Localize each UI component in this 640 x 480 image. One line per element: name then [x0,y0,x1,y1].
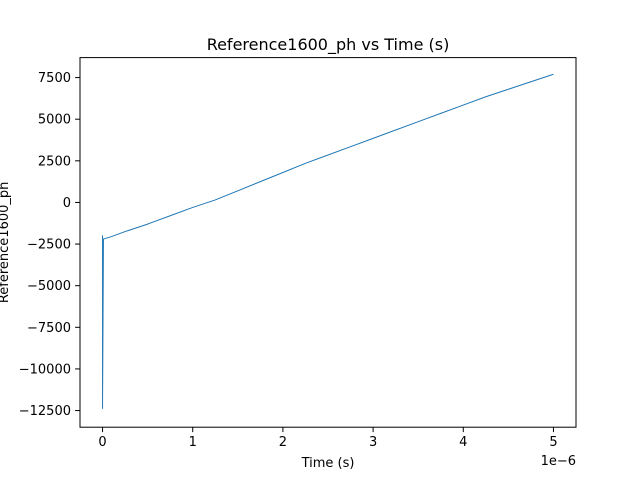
x-axis-label: Time (s) [301,456,355,471]
y-axis-ticks: −12500 −10000 −7500 −5000 −2500 0 2500 5000 7500 [19,71,80,419]
y-tick-label: −10000 [19,362,71,377]
x-tick-label: 2 [279,435,287,450]
x-tick-label: 1 [189,435,197,450]
y-tick-label: −12500 [19,404,71,419]
y-tick-label: 7500 [38,71,71,86]
x-tick-label: 3 [369,435,377,450]
chart-title: Reference1600_ph vs Time (s) [207,35,450,55]
y-tick-label: −7500 [27,321,71,336]
y-tick-label: 0 [63,196,71,211]
x-tick-label: 5 [549,435,557,450]
x-axis-offset-text: 1e−6 [541,454,576,469]
y-tick-label: −5000 [27,279,71,294]
series-layer [102,73,554,409]
y-tick-label: 5000 [38,113,71,128]
series-line-0 [102,73,554,409]
y-tick-label: 2500 [38,154,71,169]
x-tick-label: 0 [98,435,106,450]
plot-frame [79,57,577,428]
x-axis-ticks: 0 1 2 3 4 5 [98,427,558,450]
y-tick-label: −2500 [27,238,71,253]
x-tick-label: 4 [459,435,467,450]
y-axis-label: Reference1600_ph [0,182,12,304]
